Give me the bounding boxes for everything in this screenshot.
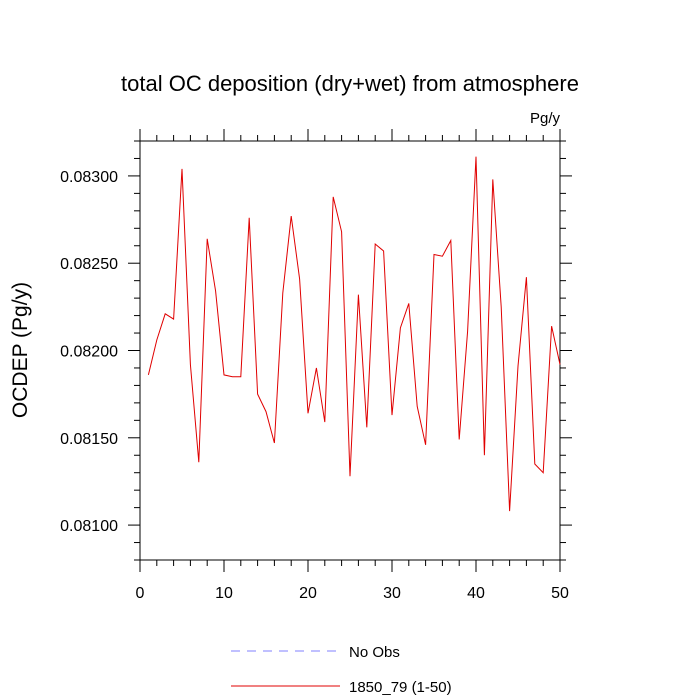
y-tick-label: 0.08300	[60, 169, 118, 186]
units-label: Pg/y	[530, 110, 561, 127]
y-tick-label: 0.08200	[60, 344, 118, 361]
x-tick-label: 20	[299, 585, 317, 602]
y-tick-label: 0.08150	[60, 431, 118, 448]
x-tick-label: 40	[467, 585, 485, 602]
y-tick-label: 0.08100	[60, 518, 118, 535]
axis-tick-labels: 0 10 20 30 40 50 0.08100 0.08150 0.08200 0.08250 0…	[60, 169, 569, 602]
series-line-1850_79	[147, 156, 561, 512]
x-tick-label: 0	[136, 585, 145, 602]
x-tick-label: 30	[383, 585, 401, 602]
y-axis-label: OCDEP (Pg/y)	[9, 282, 32, 418]
axis-ticks	[128, 129, 572, 572]
y-tick-label: 0.08250	[60, 256, 118, 273]
chart-title: total OC deposition (dry+wet) from atmos…	[121, 71, 579, 96]
series-points	[147, 155, 562, 512]
legend: No Obs 1850_79 (1-50)	[231, 644, 452, 696]
x-tick-label: 50	[551, 585, 569, 602]
legend-label-no-obs: No Obs	[349, 644, 400, 661]
x-tick-label: 10	[215, 585, 233, 602]
legend-label-1850_79: 1850_79 (1-50)	[349, 679, 452, 696]
